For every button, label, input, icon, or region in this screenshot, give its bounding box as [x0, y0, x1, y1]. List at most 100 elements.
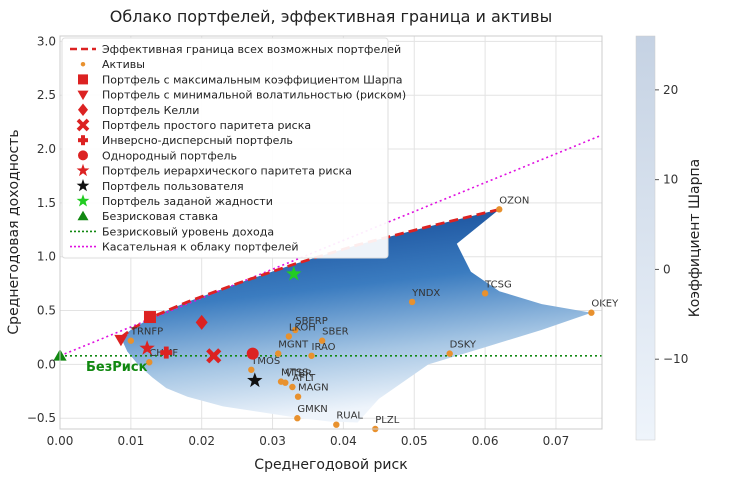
- asset-point: [146, 359, 153, 366]
- legend-marker: [77, 90, 89, 101]
- colorbar-ticks: 20 10 0 −10: [655, 83, 688, 366]
- legend-marker: [78, 74, 88, 85]
- asset-point: [248, 366, 255, 373]
- legend-label: Безрисковый уровень дохода: [102, 225, 274, 238]
- special-portfolio-marker: [160, 346, 173, 359]
- asset-label: GMKN: [297, 404, 327, 415]
- asset-label: TMOS: [250, 356, 280, 367]
- legend-label: Портфель заданой жадности: [102, 195, 273, 208]
- colorbar-gradient: [635, 35, 656, 441]
- legend-label: Портфель пользователя: [102, 180, 244, 193]
- colorbar-tick-label: 10: [663, 173, 678, 187]
- x-tick-label: 0.05: [401, 434, 428, 448]
- legend-label: Безрисковая ставка: [102, 210, 218, 223]
- x-tick-label: 0.07: [543, 434, 570, 448]
- asset-point: [496, 206, 503, 213]
- legend-label: Портфель с максимальным коэффициентом Ша…: [102, 73, 403, 86]
- y-tick-label: 1.0: [37, 250, 56, 264]
- x-tick-label: 0.01: [117, 434, 144, 448]
- colorbar-title: Коэффициент Шарпа: [687, 159, 703, 317]
- portfolio-cloud: [120, 209, 592, 423]
- asset-label: PLZL: [375, 415, 399, 426]
- special-portfolio-marker: [247, 372, 263, 388]
- asset-point: [333, 421, 340, 428]
- asset-point: [285, 333, 293, 340]
- asset-point: [275, 350, 282, 357]
- asset-point: [481, 290, 489, 297]
- asset-label: SBER: [322, 327, 349, 338]
- colorbar-tick-label: 20: [663, 83, 678, 97]
- legend-marker: [76, 118, 90, 132]
- legend-label: Портфель Келли: [102, 104, 199, 117]
- special-portfolio-marker: [286, 265, 302, 281]
- asset-point: [318, 337, 326, 344]
- x-tick-label: 0.03: [259, 434, 286, 448]
- asset-label: TRNFP: [130, 327, 163, 338]
- legend-marker-stroke: [76, 118, 90, 132]
- y-axis-title: Среднегодовая доходность: [6, 129, 22, 334]
- special-portfolio-marker: [114, 334, 128, 347]
- y-tick-label: 0.0: [37, 357, 56, 371]
- asset-label: LKOH: [289, 322, 316, 333]
- asset-label: DSKY: [450, 340, 477, 351]
- y-tick-label: 2.5: [37, 88, 56, 102]
- portfolio-cloud-area: [120, 209, 592, 423]
- asset-label: RUAL: [336, 411, 363, 422]
- legend-box: [61, 37, 389, 259]
- asset-point: [308, 352, 315, 359]
- asset-label: MGNT: [278, 340, 309, 351]
- legend-marker: [76, 163, 90, 177]
- legend-label: Активы: [102, 58, 145, 71]
- chart-title: Облако портфелей, эффективная граница и …: [110, 7, 552, 26]
- colorbar: 20 10 0 −10 Коэффициент Шарпа: [635, 35, 703, 441]
- risk-free-label: БезРиск: [86, 360, 148, 375]
- asset-point: [127, 337, 135, 344]
- asset-label: MAGN: [298, 383, 329, 394]
- asset-label: YNDX: [411, 288, 440, 299]
- asset-point: [294, 415, 301, 422]
- axes: [59, 35, 603, 430]
- special-portfolio-marker-stroke: [206, 348, 222, 364]
- colorbar-tick-label: 0: [663, 262, 671, 276]
- asset-label: OKEY: [591, 299, 619, 310]
- x-axis-ticks: 0.00 0.01 0.02 0.03 0.04 0.05 0.06 0.07: [47, 434, 570, 448]
- legend-label: Портфель простого паритета риска: [102, 119, 311, 132]
- special-portfolio-marker: [143, 311, 156, 324]
- legend-label: Однородный портфель: [102, 149, 237, 162]
- legend-marker: [78, 135, 88, 146]
- asset-label: AFLT: [292, 373, 316, 384]
- legend: Эффективная граница всех возможных портф…: [61, 37, 406, 259]
- asset-point: [289, 383, 296, 391]
- y-tick-label: 3.0: [37, 34, 56, 48]
- colorbar-tick-label: −10: [663, 352, 688, 366]
- asset-point: [446, 350, 453, 357]
- legend-marker: [76, 179, 90, 192]
- legend-marker: [78, 150, 88, 161]
- legend-label: Касательная к облаку портфелей: [102, 241, 299, 254]
- y-tick-label: −0.5: [27, 411, 56, 425]
- asset-label: MTSS: [281, 368, 308, 379]
- x-tick-label: 0.04: [330, 434, 357, 448]
- asset-label: TCSG: [484, 279, 512, 290]
- asset-label: VTBR: [285, 369, 312, 380]
- legend-label: Эффективная граница всех возможных портф…: [102, 43, 401, 56]
- y-axis-ticks: −0.5 0.0 0.5 1.0 1.5 2.0 2.5 3.0: [27, 34, 56, 425]
- legend-marker: [77, 210, 89, 221]
- x-tick-label: 0.00: [47, 434, 74, 448]
- legend-marker: [80, 61, 86, 67]
- asset-label: SBERP: [295, 316, 328, 327]
- special-portfolio-marker: [195, 314, 208, 330]
- x-axis-title: Среднегодовой риск: [254, 457, 407, 473]
- special-portfolio-marker: [246, 347, 259, 360]
- special-portfolio-marker: [206, 348, 222, 364]
- efficient-frontier-line: [120, 208, 500, 339]
- legend-label: Портфель с минимальной волатильностью (р…: [102, 89, 406, 102]
- asset-label: IRAO: [312, 342, 336, 353]
- legend-marker: [78, 103, 88, 117]
- y-tick-label: 1.5: [37, 196, 56, 210]
- y-tick-label: 0.5: [37, 304, 56, 318]
- asset-point: [292, 326, 299, 334]
- legend-marker: [76, 194, 90, 207]
- asset-label: OZON: [499, 195, 529, 206]
